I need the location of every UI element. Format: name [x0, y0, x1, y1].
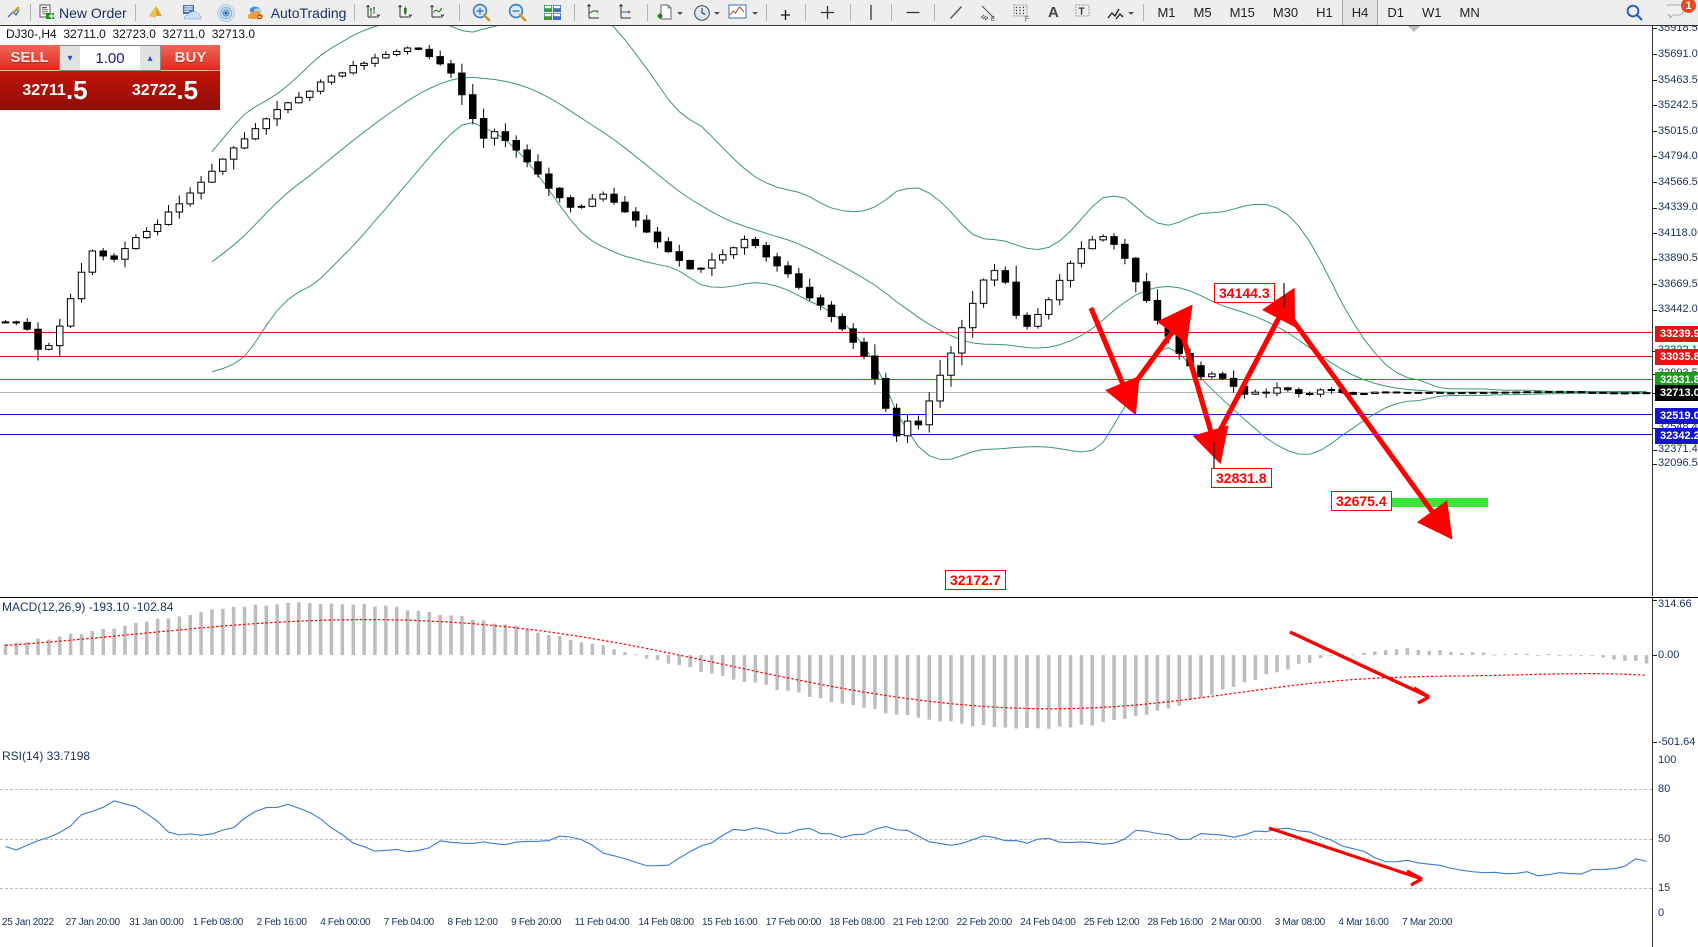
- svg-text:T: T: [1078, 6, 1084, 17]
- svg-text:E: E: [991, 17, 995, 22]
- svg-text:F: F: [1025, 17, 1029, 22]
